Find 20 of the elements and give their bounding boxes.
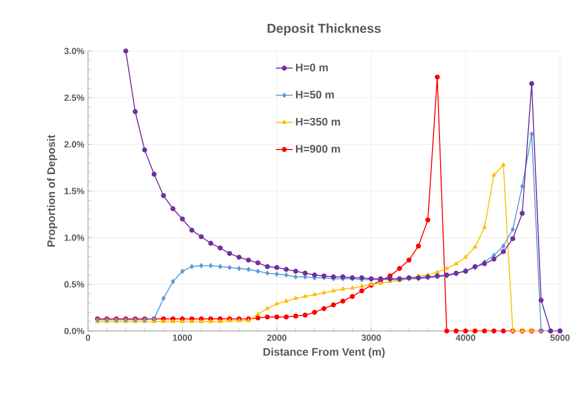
x-tick-label: 3000 xyxy=(361,334,381,341)
y-tick-label: 2.0% xyxy=(64,141,84,148)
y-tick-label: 1.5% xyxy=(64,188,84,194)
y-tick-label: 0.0% xyxy=(64,328,84,334)
y-tick-label: 1.0% xyxy=(64,234,84,241)
y-tick-label: 3.0% xyxy=(64,48,84,54)
legend-label: H=50 m xyxy=(296,90,334,98)
x-tick-label: 2000 xyxy=(267,334,286,341)
x-tick-label: 1000 xyxy=(172,334,192,341)
y-axis-title: Proportion of Deposit xyxy=(46,134,58,247)
chart-title: Deposit Thickness xyxy=(268,23,381,36)
legend-label: H=900 m xyxy=(296,144,340,153)
legend-label: H=0 m xyxy=(296,64,328,72)
legend-label: H=350 m xyxy=(296,118,340,126)
y-tick-label: 2.5% xyxy=(64,94,84,101)
x-tick-label: 5000 xyxy=(550,334,570,341)
x-axis-title: Distance From Vent (m) xyxy=(264,348,385,358)
x-tick-label: 4000 xyxy=(456,334,476,341)
y-tick-label: 0.5% xyxy=(64,281,84,288)
x-tick-label: 0 xyxy=(86,334,90,341)
